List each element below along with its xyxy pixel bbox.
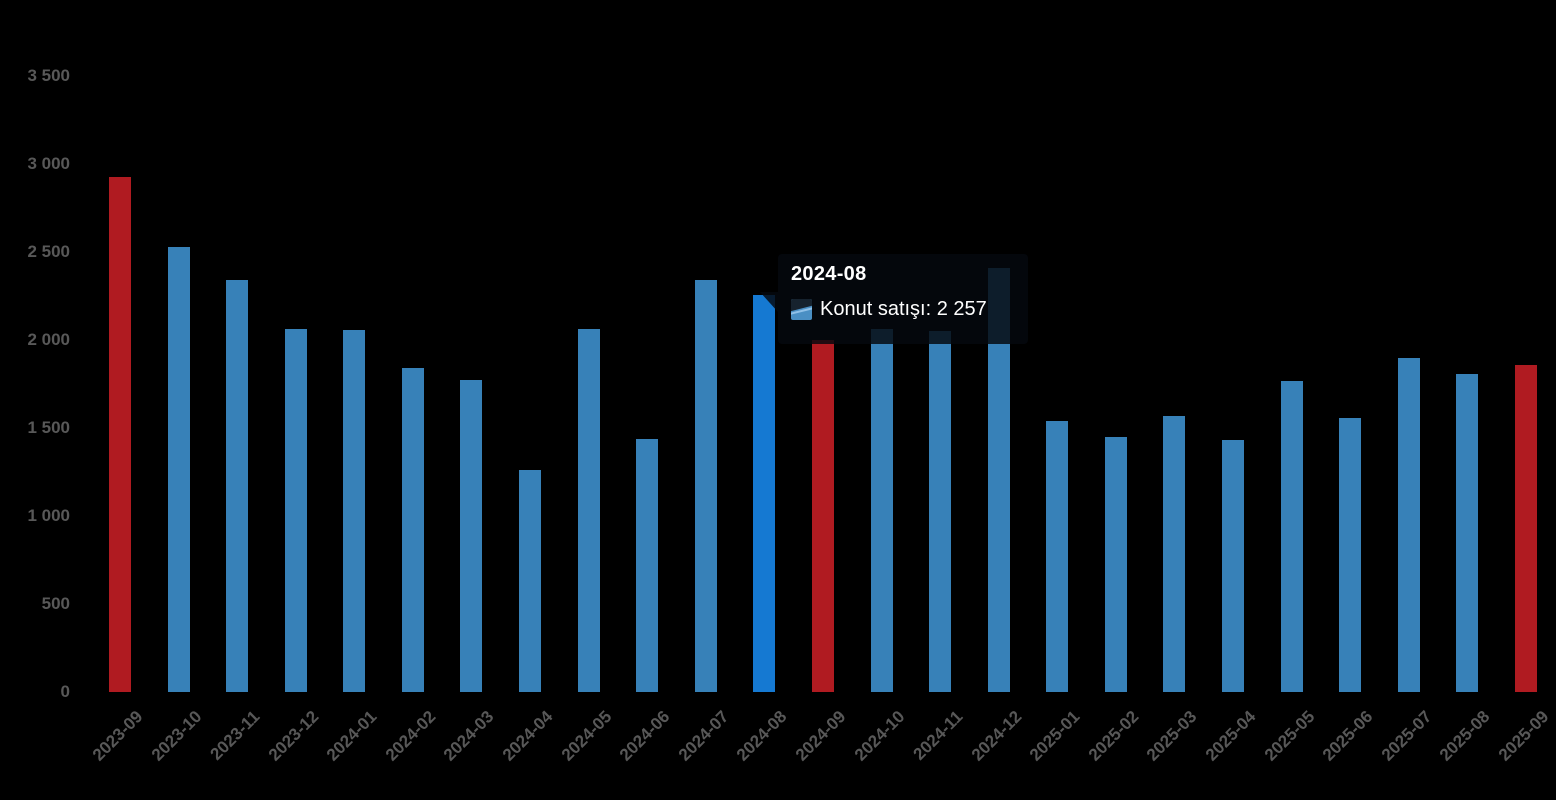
bar-2023-09[interactable] [109,177,131,692]
x-axis-tick-label: 2025-03 [1143,707,1201,765]
bar-2024-06[interactable] [636,439,659,692]
bar-2024-03[interactable] [460,380,483,692]
tooltip-value: Konut satışı: 2 257 [820,298,987,320]
bar-2024-01[interactable] [343,330,366,692]
tooltip: 2024-08 Konut satışı: 2 257 [778,254,1028,344]
y-axis-tick-label: 500 [41,594,70,613]
x-axis-tick-label: 2025-01 [1026,707,1084,765]
x-axis-tick-label: 2023-11 [206,707,264,764]
x-axis-tick-label: 2024-03 [440,707,498,765]
bar-2024-05[interactable] [577,329,600,692]
x-axis-tick-label: 2024-06 [616,707,674,765]
y-axis-tick-label: 0 [60,682,70,701]
x-axis-tick-label: 2024-02 [381,707,440,765]
y-axis-tick-label: 1 000 [27,506,70,525]
bar-2024-07[interactable] [694,280,717,692]
bar-2025-02[interactable] [1104,437,1127,692]
x-axis-tick-label: 2025-07 [1377,707,1436,765]
x-axis-tick-label: 2024-10 [850,707,909,765]
bar-2023-11[interactable] [226,280,249,692]
y-axis-tick-label: 3 500 [27,66,70,85]
bar-2025-09[interactable] [1514,365,1537,692]
bar-2025-07[interactable] [1397,358,1420,692]
x-axis-tick-label: 2025-06 [1319,707,1377,765]
y-axis-tick-label: 3 000 [27,154,70,173]
x-axis-tick-label: 2025-09 [1494,707,1553,765]
bar-2024-02[interactable] [401,368,424,692]
y-axis-tick-label: 2 000 [27,330,70,349]
bar-2024-04[interactable] [519,470,542,692]
bar-2024-08[interactable] [753,295,776,692]
bar-2025-05[interactable] [1280,381,1303,692]
x-axis-tick-label: 2024-08 [733,707,791,765]
tooltip-value-row: Konut satışı: 2 257 [791,298,1028,321]
x-axis-tick-label: 2025-08 [1436,707,1494,765]
bar-2023-12[interactable] [284,329,307,692]
x-axis-tick-label: 2024-11 [909,707,967,764]
y-axis-tick-label: 1 500 [27,418,70,437]
x-axis-tick-label: 2024-05 [557,707,616,765]
bar-2025-01[interactable] [1046,421,1069,692]
x-axis-tick-label: 2023-10 [147,707,206,765]
bar-2025-04[interactable] [1222,440,1245,692]
bar-2024-11[interactable] [929,331,952,692]
y-axis-tick-label: 2 500 [27,242,70,261]
x-axis-tick-label: 2023-09 [88,707,147,765]
bar-2024-09[interactable] [811,340,834,692]
x-axis-tick-label: 2025-02 [1084,707,1143,765]
bar-2024-12[interactable] [987,268,1010,692]
bar-2025-03[interactable] [1163,416,1186,692]
x-axis-tick-label: 2025-04 [1201,707,1260,765]
x-axis-tick-label: 2024-09 [791,707,850,765]
x-axis-tick-label: 2024-07 [674,707,733,765]
bar-2023-10[interactable] [167,247,190,692]
x-axis-tick-label: 2024-01 [323,707,381,765]
tooltip-title: 2024-08 [791,263,867,285]
x-axis-tick-label: 2023-12 [264,707,323,765]
bar-2024-10[interactable] [870,329,893,692]
x-axis-tick-label: 2024-04 [498,707,557,765]
x-axis-tick-label: 2024-12 [967,707,1026,765]
bar-2025-08[interactable] [1456,374,1479,692]
series-marker-icon [791,299,812,320]
bar-2025-06[interactable] [1339,418,1362,692]
x-axis-tick-label: 2025-05 [1260,707,1319,765]
